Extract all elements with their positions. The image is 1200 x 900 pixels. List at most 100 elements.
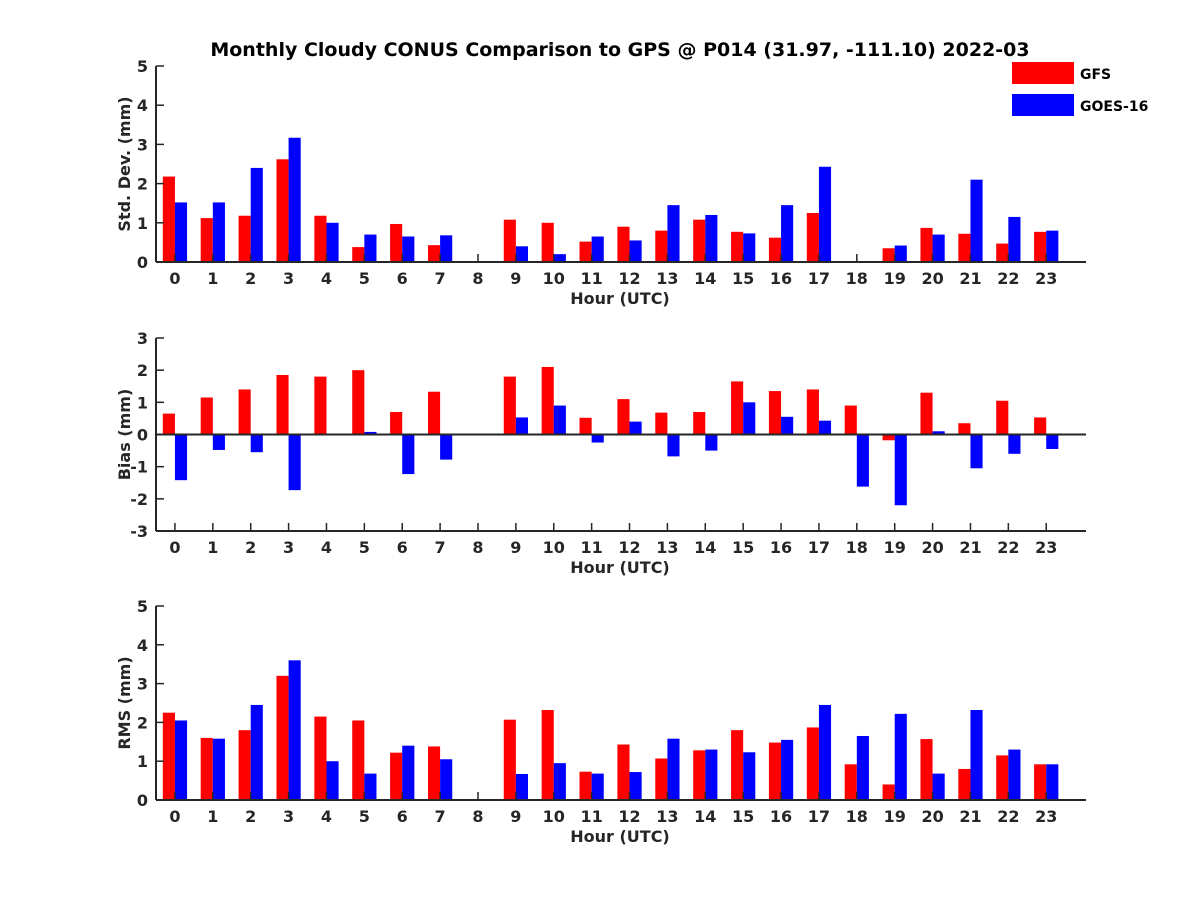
x-tick-label-bias-18: 18 bbox=[846, 538, 868, 557]
bar-rms-gfs-hour-12 bbox=[617, 744, 630, 800]
bar-bias-gfs-hour-11 bbox=[579, 417, 592, 435]
bar-std-dev-goes-16-hour-20 bbox=[932, 234, 945, 262]
bar-bias-gfs-hour-10 bbox=[541, 366, 554, 435]
x-tick-label-bias-21: 21 bbox=[959, 538, 981, 557]
bar-rms-gfs-hour-0 bbox=[162, 712, 175, 800]
x-tick-label-std-dev-22: 22 bbox=[997, 269, 1019, 288]
x-tick-label-bias-23: 23 bbox=[1035, 538, 1057, 557]
bar-std-dev-gfs-hour-20 bbox=[920, 227, 933, 262]
bar-std-dev-goes-16-hour-13 bbox=[667, 205, 680, 262]
x-tick-label-rms-13: 13 bbox=[656, 807, 678, 826]
bar-std-dev-gfs-hour-22 bbox=[996, 243, 1009, 262]
x-tick-label-bias-2: 2 bbox=[245, 538, 256, 557]
x-tick-label-bias-10: 10 bbox=[543, 538, 565, 557]
x-tick-label-rms-15: 15 bbox=[732, 807, 754, 826]
x-tick-label-std-dev-2: 2 bbox=[245, 269, 256, 288]
bar-std-dev-gfs-hour-21 bbox=[958, 233, 971, 262]
legend: GFS GOES-16 bbox=[1012, 62, 1148, 116]
bar-std-dev-goes-16-hour-5 bbox=[364, 234, 377, 262]
x-tick-label-std-dev-5: 5 bbox=[359, 269, 370, 288]
bar-bias-gfs-hour-0 bbox=[162, 413, 175, 435]
bar-std-dev-goes-16-hour-15 bbox=[743, 233, 756, 262]
x-tick-label-bias-20: 20 bbox=[921, 538, 943, 557]
x-axis-title-std-dev: Hour (UTC) bbox=[570, 289, 670, 308]
y-tick-label-rms-0: 0 bbox=[137, 791, 148, 810]
x-tick-label-rms-3: 3 bbox=[283, 807, 294, 826]
bar-bias-gfs-hour-19 bbox=[882, 434, 895, 441]
bar-rms-gfs-hour-18 bbox=[844, 764, 857, 800]
bar-rms-goes-16-hour-13 bbox=[667, 738, 680, 800]
bar-std-dev-goes-16-hour-1 bbox=[212, 202, 225, 262]
bar-std-dev-goes-16-hour-19 bbox=[894, 245, 907, 262]
bar-bias-goes-16-hour-19 bbox=[894, 434, 907, 506]
x-tick-label-bias-8: 8 bbox=[472, 538, 483, 557]
bar-bias-gfs-hour-6 bbox=[390, 411, 403, 435]
bar-std-dev-gfs-hour-19 bbox=[882, 248, 895, 262]
x-tick-label-rms-20: 20 bbox=[921, 807, 943, 826]
x-tick-label-bias-1: 1 bbox=[207, 538, 218, 557]
bar-bias-gfs-hour-3 bbox=[276, 374, 289, 435]
bar-std-dev-goes-16-hour-7 bbox=[440, 235, 453, 262]
bar-rms-goes-16-hour-17 bbox=[818, 704, 832, 800]
bar-bias-goes-16-hour-20 bbox=[932, 431, 945, 435]
x-tick-label-std-dev-17: 17 bbox=[808, 269, 830, 288]
bar-bias-goes-16-hour-13 bbox=[667, 434, 680, 457]
bar-std-dev-gfs-hour-17 bbox=[806, 213, 819, 262]
bar-rms-goes-16-hour-3 bbox=[288, 660, 301, 800]
bar-bias-gfs-hour-18 bbox=[844, 405, 857, 435]
bar-bias-gfs-hour-9 bbox=[503, 376, 516, 435]
bar-rms-gfs-hour-13 bbox=[655, 758, 668, 800]
bar-std-dev-gfs-hour-4 bbox=[314, 215, 327, 262]
bar-rms-goes-16-hour-5 bbox=[364, 773, 377, 800]
bar-rms-goes-16-hour-11 bbox=[591, 773, 604, 800]
x-tick-label-bias-16: 16 bbox=[770, 538, 792, 557]
x-tick-label-bias-15: 15 bbox=[732, 538, 754, 557]
bar-rms-gfs-hour-15 bbox=[731, 730, 744, 800]
y-tick-label-bias-5: 2 bbox=[137, 361, 148, 380]
y-tick-label-bias-1: -2 bbox=[130, 490, 148, 509]
x-tick-label-rms-12: 12 bbox=[618, 807, 640, 826]
y-axis-title-rms: RMS (mm) bbox=[115, 656, 134, 749]
x-tick-label-std-dev-7: 7 bbox=[435, 269, 446, 288]
bar-std-dev-goes-16-hour-14 bbox=[705, 214, 718, 262]
x-tick-label-rms-10: 10 bbox=[543, 807, 565, 826]
bar-bias-goes-16-hour-0 bbox=[174, 434, 188, 481]
x-tick-label-rms-1: 1 bbox=[207, 807, 218, 826]
bar-rms-gfs-hour-11 bbox=[579, 771, 592, 800]
x-tick-label-bias-3: 3 bbox=[283, 538, 294, 557]
bar-bias-goes-16-hour-14 bbox=[705, 434, 718, 451]
x-tick-label-rms-0: 0 bbox=[169, 807, 180, 826]
x-axis-title-rms: Hour (UTC) bbox=[570, 827, 670, 846]
x-tick-label-bias-7: 7 bbox=[435, 538, 446, 557]
bar-rms-gfs-hour-5 bbox=[352, 720, 365, 800]
bar-std-dev-goes-16-hour-10 bbox=[553, 254, 566, 262]
bar-rms-goes-16-hour-2 bbox=[250, 704, 263, 800]
y-tick-label-rms-5: 5 bbox=[137, 597, 148, 616]
x-tick-label-rms-11: 11 bbox=[581, 807, 603, 826]
x-tick-label-bias-0: 0 bbox=[169, 538, 180, 557]
bar-bias-gfs-hour-2 bbox=[238, 389, 251, 435]
x-tick-label-rms-4: 4 bbox=[321, 807, 332, 826]
x-tick-label-bias-11: 11 bbox=[581, 538, 603, 557]
bar-rms-goes-16-hour-4 bbox=[326, 761, 339, 800]
bar-std-dev-goes-16-hour-4 bbox=[326, 222, 339, 262]
bar-rms-gfs-hour-16 bbox=[768, 742, 782, 800]
bar-rms-gfs-hour-4 bbox=[314, 716, 327, 800]
bar-bias-goes-16-hour-11 bbox=[591, 434, 604, 443]
bar-bias-goes-16-hour-22 bbox=[1008, 434, 1021, 454]
bar-rms-goes-16-hour-16 bbox=[781, 739, 794, 800]
bar-bias-goes-16-hour-3 bbox=[288, 434, 301, 491]
x-tick-label-std-dev-6: 6 bbox=[397, 269, 408, 288]
x-tick-label-bias-6: 6 bbox=[397, 538, 408, 557]
x-tick-label-rms-8: 8 bbox=[472, 807, 483, 826]
bar-rms-gfs-hour-19 bbox=[882, 784, 895, 800]
bar-bias-gfs-hour-21 bbox=[958, 423, 971, 435]
bar-std-dev-goes-16-hour-17 bbox=[818, 166, 832, 262]
y-tick-label-bias-3: 0 bbox=[137, 426, 148, 445]
x-tick-label-rms-6: 6 bbox=[397, 807, 408, 826]
bar-bias-gfs-hour-20 bbox=[920, 392, 933, 435]
x-tick-label-rms-17: 17 bbox=[808, 807, 830, 826]
x-tick-label-bias-4: 4 bbox=[321, 538, 332, 557]
bar-std-dev-gfs-hour-11 bbox=[579, 241, 592, 262]
y-tick-label-std-dev-3: 3 bbox=[137, 135, 148, 154]
